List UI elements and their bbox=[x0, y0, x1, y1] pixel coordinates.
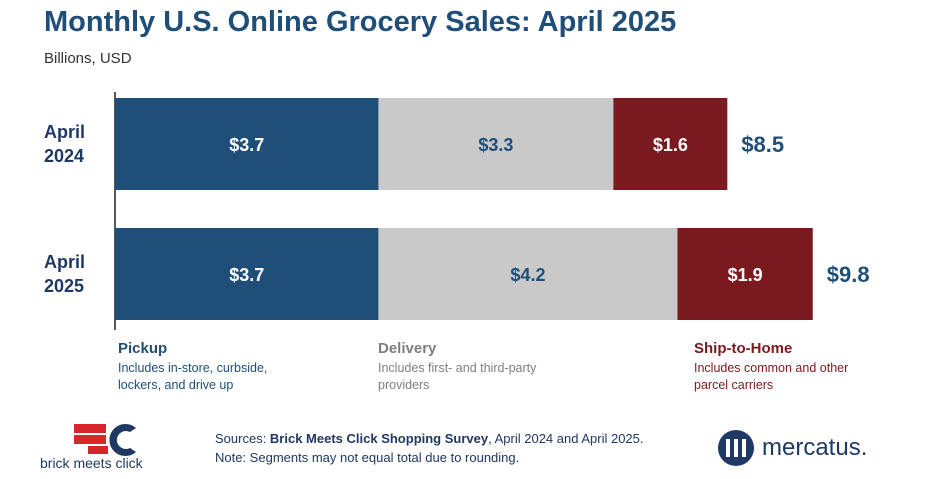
data-label-delivery: $4.2 bbox=[510, 265, 545, 285]
sources-title: Brick Meets Click Shopping Survey bbox=[269, 431, 489, 446]
sources-line: Sources: Brick Meets Click Shopping Surv… bbox=[215, 429, 644, 448]
legend-name: Delivery bbox=[378, 340, 437, 357]
mercatus-logo-icon bbox=[718, 430, 754, 466]
total-label: $8.5 bbox=[741, 132, 784, 157]
legend-description: Includes in-store, curbside, lockers, an… bbox=[118, 361, 268, 392]
mercatus-wordmark: mercatus. bbox=[762, 434, 868, 461]
bar-pickup bbox=[115, 228, 379, 320]
legend-item: Pickup Includes in-store, curbside, locke… bbox=[118, 340, 348, 394]
brick-meets-click-wordmark: brick meets click bbox=[40, 455, 143, 471]
data-label-ship-to-home: $1.6 bbox=[653, 135, 688, 155]
category-label: April 2025 bbox=[44, 252, 85, 296]
category-label: April 2024 bbox=[44, 122, 85, 166]
bar-delivery bbox=[378, 98, 614, 190]
brick-meets-click-logo-icon bbox=[74, 424, 136, 456]
data-label-ship-to-home: $1.9 bbox=[728, 265, 763, 285]
chart-title: Monthly U.S. Online Grocery Sales: April… bbox=[44, 6, 677, 38]
footer-sources: Sources: Brick Meets Click Shopping Surv… bbox=[215, 429, 644, 467]
sources-prefix: Sources: bbox=[215, 431, 270, 446]
legend-name: Ship-to-Home bbox=[694, 340, 793, 357]
bar-ship-to-home bbox=[613, 98, 728, 190]
legend-description: Includes common and other parcel carrier… bbox=[694, 361, 849, 392]
rounding-note: Note: Segments may not equal total due t… bbox=[215, 450, 520, 465]
total-label: $9.8 bbox=[827, 262, 870, 287]
bar-pickup bbox=[115, 98, 379, 190]
data-label-pickup: $3.7 bbox=[229, 135, 264, 155]
bar-ship-to-home bbox=[677, 228, 813, 320]
legend-name: Pickup bbox=[118, 340, 168, 357]
legend-description: Includes first- and third-party provider… bbox=[378, 361, 537, 392]
sources-suffix: , April 2024 and April 2025. bbox=[488, 431, 644, 446]
bar-delivery bbox=[378, 228, 678, 320]
legend-item: Ship-to-Home Includes common and other pa… bbox=[694, 340, 924, 394]
chart-subtitle: Billions, USD bbox=[44, 50, 132, 67]
legend-item: Delivery Includes first- and third-party … bbox=[378, 340, 608, 394]
data-label-delivery: $3.3 bbox=[478, 135, 513, 155]
data-label-pickup: $3.7 bbox=[229, 265, 264, 285]
